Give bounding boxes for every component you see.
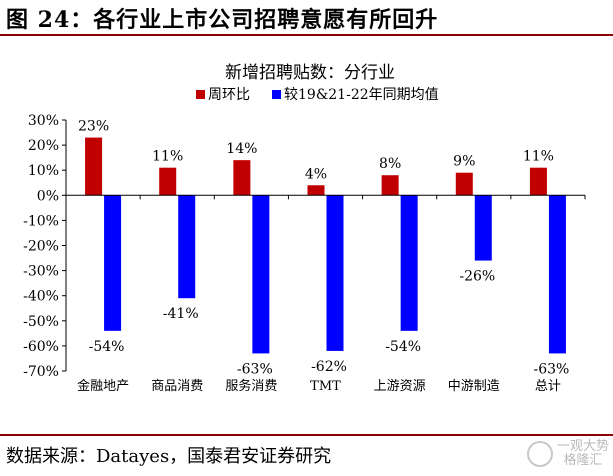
y-axis: 30% 20% 10% 0% -10% -20% -30% -40% -50% -60% -70% xyxy=(23,113,67,380)
bar-mom xyxy=(233,160,251,196)
y-tick-label: -70% xyxy=(23,364,59,380)
watermark-logo-icon xyxy=(526,441,553,467)
data-label-mom: 8% xyxy=(379,156,401,172)
data-label-avg: -26% xyxy=(459,269,495,285)
watermark-text: 一观大势 格隆汇 xyxy=(556,439,609,468)
y-tick-label: 10% xyxy=(28,163,59,179)
bar-mom xyxy=(381,175,399,196)
y-tick-label: 0% xyxy=(37,188,59,204)
y-tick-label: -20% xyxy=(23,239,59,255)
data-label-mom: 23% xyxy=(78,119,109,135)
y-tick-label: 30% xyxy=(28,113,59,129)
bar-mom xyxy=(85,137,103,196)
data-label-mom: 11% xyxy=(523,149,554,165)
data-label-avg: -41% xyxy=(163,306,199,322)
figure-title: 图 24：各行业上市公司招聘意愿有所回升 xyxy=(6,7,439,33)
bar-avg xyxy=(104,195,122,331)
bars xyxy=(85,137,566,354)
bar-mom xyxy=(529,167,547,196)
data-labels: 23% -54% 11% -41% 14% -63% 4% -62% 8% -54% 9% -26% 1… xyxy=(78,119,569,378)
y-tick-label: -40% xyxy=(23,289,59,305)
y-tick-label: -50% xyxy=(23,314,59,330)
bar-chart: 新增招聘贴数：分行业 周环比 较19&21-22年同期均值 30% 20% 10% 0… xyxy=(23,63,586,394)
bar-mom xyxy=(455,172,473,196)
source-note: 数据来源：Datayes，国泰君安证券研究 xyxy=(6,446,332,467)
chart-legend: 周环比 较19&21-22年同期均值 xyxy=(196,87,439,103)
bar-avg xyxy=(252,195,270,354)
legend-label-mom: 周环比 xyxy=(208,87,250,103)
bar-avg xyxy=(326,195,344,351)
legend-swatch-avg xyxy=(272,90,281,99)
x-axis: 金融地产 商品消费 服务消费 TMT 上游资源 中游制造 总计 xyxy=(66,194,586,394)
y-tick-label: -30% xyxy=(23,264,59,280)
data-label-avg: -62% xyxy=(311,359,347,375)
x-tick-label: 总计 xyxy=(535,379,561,394)
data-label-avg: -63% xyxy=(533,361,569,377)
x-tick-label: 中游制造 xyxy=(448,379,500,394)
data-label-mom: 14% xyxy=(226,141,257,157)
y-tick-label: -60% xyxy=(23,339,59,355)
y-tick-label: 20% xyxy=(28,138,59,154)
bar-avg xyxy=(178,195,196,299)
x-tick-label: 商品消费 xyxy=(151,379,203,394)
watermark: 一观大势 格隆汇 xyxy=(526,439,609,468)
data-label-avg: -54% xyxy=(89,339,125,355)
data-label-mom: 4% xyxy=(305,166,327,182)
data-label-mom: 11% xyxy=(152,149,183,165)
title-rule xyxy=(0,34,613,36)
bar-mom xyxy=(159,167,177,196)
bar-avg xyxy=(400,195,418,331)
x-tick-label: 金融地产 xyxy=(77,378,129,394)
bar-avg xyxy=(474,195,492,261)
y-tick-label: -10% xyxy=(23,213,59,229)
bar-avg xyxy=(548,195,566,354)
data-label-avg: -54% xyxy=(385,339,421,355)
footer-rule xyxy=(0,434,613,436)
data-label-mom: 9% xyxy=(453,154,475,170)
x-tick-label: 服务消费 xyxy=(225,378,277,394)
chart-title: 新增招聘贴数：分行业 xyxy=(225,63,395,83)
legend-label-avg: 较19&21-22年同期均值 xyxy=(284,87,439,103)
data-label-avg: -63% xyxy=(237,361,273,377)
x-tick-label: TMT xyxy=(310,379,341,394)
x-tick-label: 上游资源 xyxy=(374,379,426,394)
legend-swatch-mom xyxy=(196,90,205,99)
bar-mom xyxy=(307,185,325,196)
